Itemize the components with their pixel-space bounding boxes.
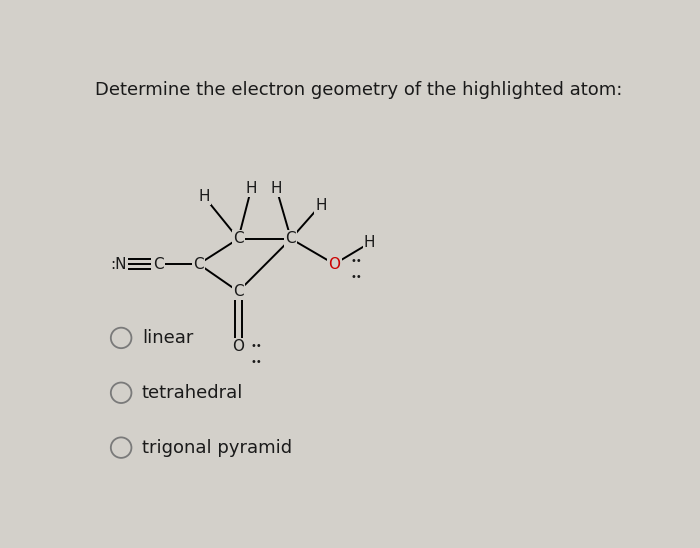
Text: C: C	[193, 256, 204, 272]
Text: :N: :N	[111, 256, 127, 272]
Text: Determine the electron geometry of the highlighted atom:: Determine the electron geometry of the h…	[95, 81, 622, 99]
Text: C: C	[286, 231, 296, 246]
Text: H: H	[198, 189, 210, 204]
Text: H: H	[246, 181, 257, 196]
Text: trigonal pyramid: trigonal pyramid	[141, 438, 292, 456]
Text: tetrahedral: tetrahedral	[141, 384, 243, 402]
Text: H: H	[364, 236, 375, 250]
Text: linear: linear	[141, 329, 193, 347]
Text: ••: ••	[350, 256, 362, 266]
Text: H: H	[315, 197, 326, 213]
Text: O: O	[328, 256, 340, 272]
Text: C: C	[233, 284, 244, 299]
Text: H: H	[270, 181, 282, 196]
Text: ••: ••	[251, 340, 262, 351]
Text: C: C	[153, 256, 163, 272]
Text: ••: ••	[350, 272, 362, 282]
Text: C: C	[233, 231, 244, 246]
Text: O: O	[232, 339, 244, 354]
Text: ••: ••	[251, 357, 262, 367]
